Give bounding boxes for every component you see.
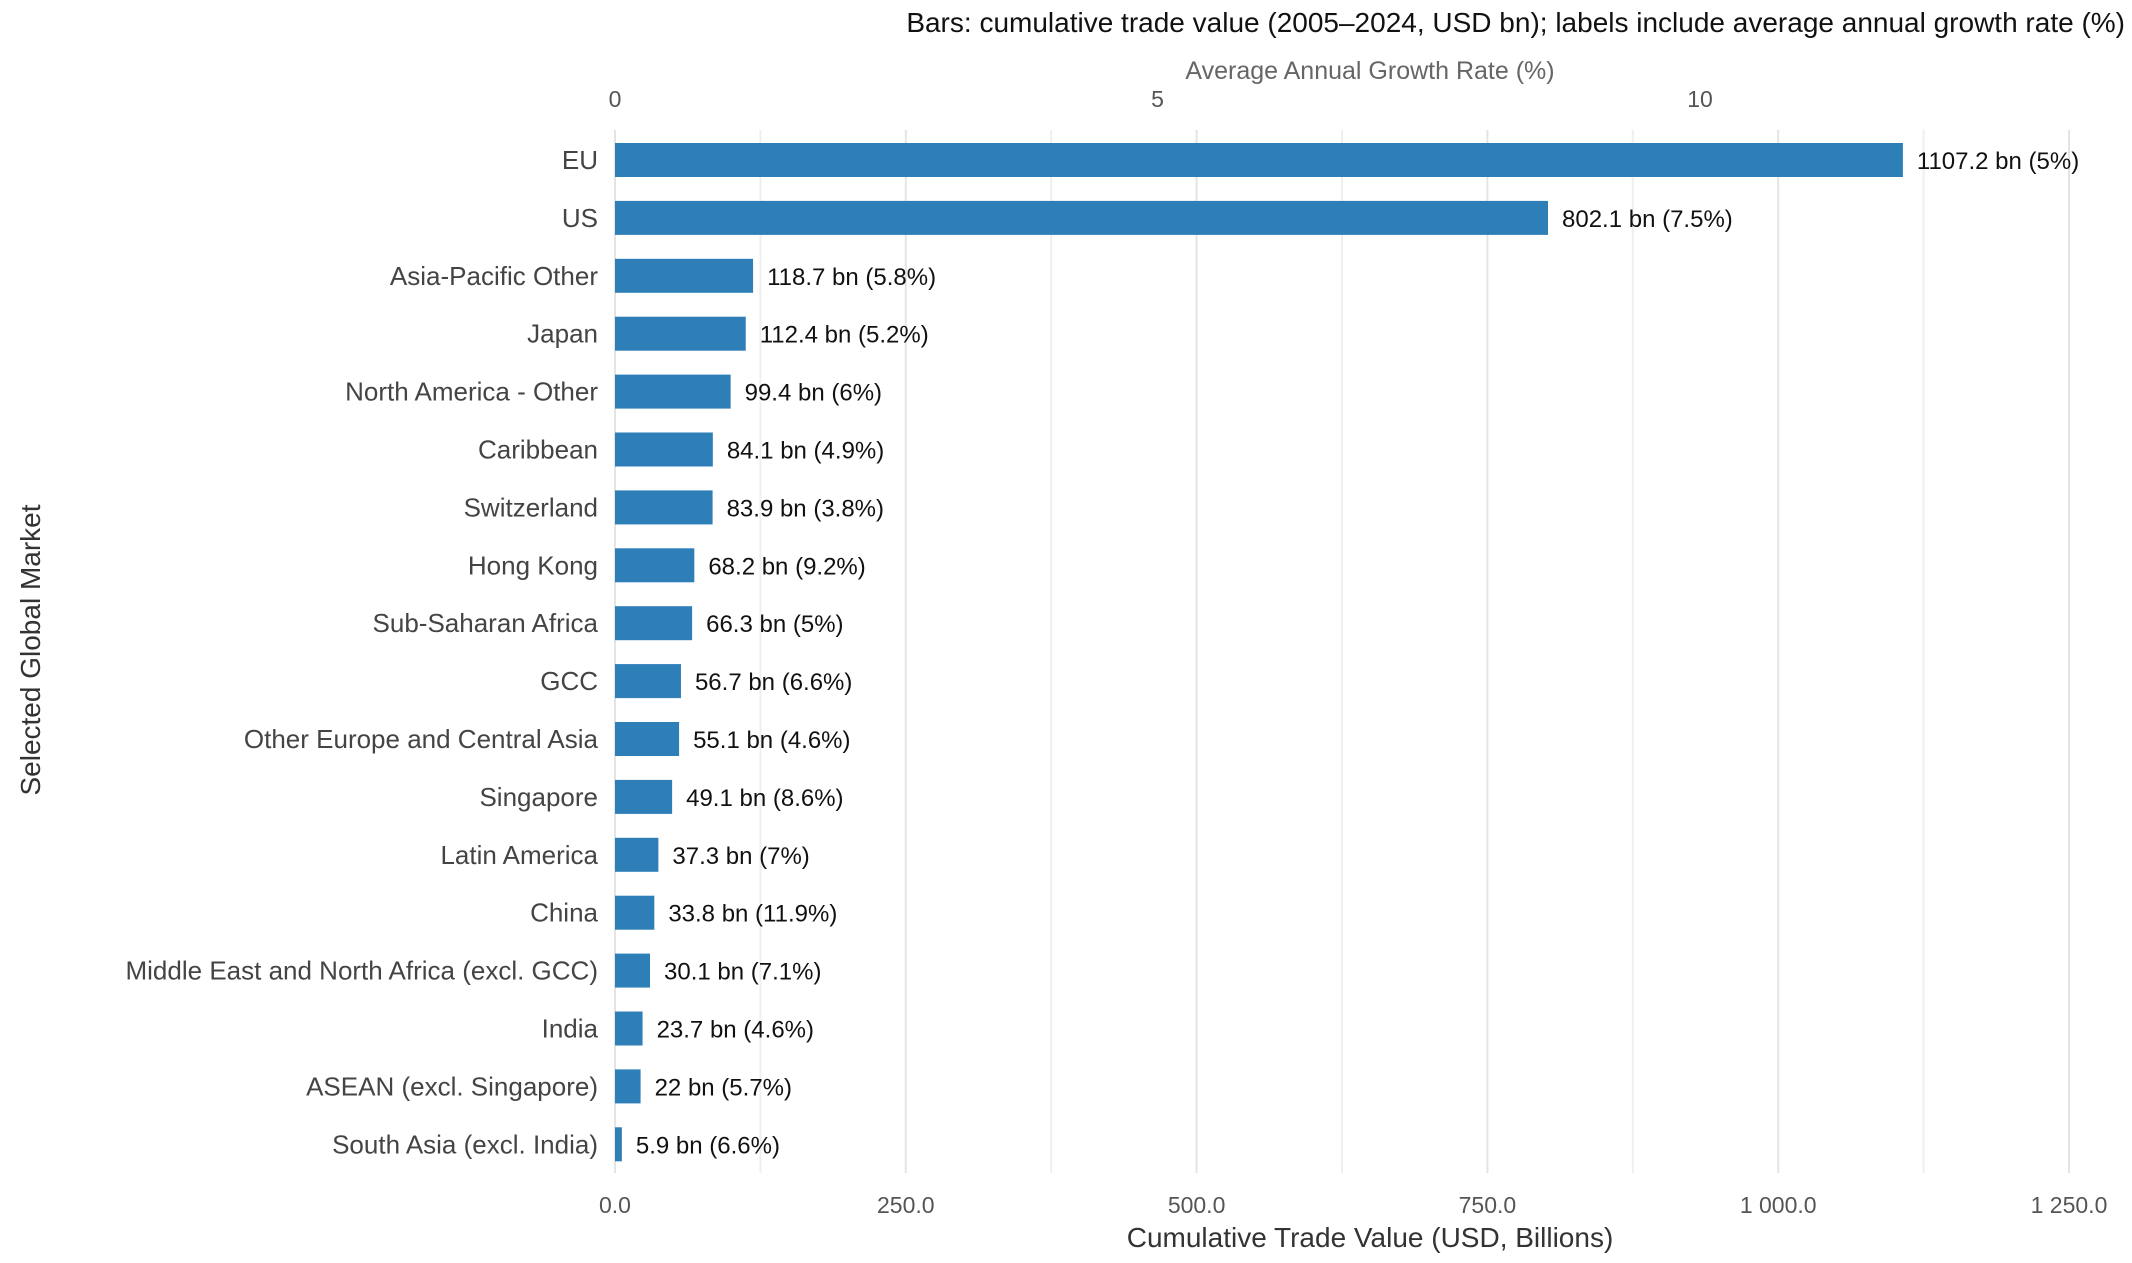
secondary-x-tick-label: 0: [609, 86, 622, 112]
bar: [615, 490, 713, 525]
chart-title: Bars: cumulative trade value (2005–2024,…: [906, 7, 2125, 38]
bar: [615, 258, 754, 293]
data-label: 112.4 bn (5.2%): [760, 322, 929, 349]
category-label: China: [530, 898, 598, 928]
category-label: Sub-Saharan Africa: [373, 608, 599, 638]
bar: [615, 432, 713, 467]
bars: [615, 143, 1903, 1162]
data-label: 83.9 bn (3.8%): [727, 495, 884, 522]
bar: [615, 374, 731, 409]
data-label: 22 bn (5.7%): [655, 1074, 792, 1101]
category-label: GCC: [540, 666, 598, 696]
x-tick-label: 250.0: [877, 1192, 935, 1218]
x-axis-title: Cumulative Trade Value (USD, Billions): [1127, 1222, 1614, 1253]
bar: [615, 1069, 641, 1104]
bar: [615, 895, 655, 930]
x-tick-label: 1 000.0: [1740, 1192, 1817, 1218]
data-label: 68.2 bn (9.2%): [708, 553, 865, 580]
category-label: Singapore: [479, 782, 598, 812]
bar: [615, 200, 1549, 235]
data-label: 802.1 bn (7.5%): [1562, 206, 1733, 233]
data-labels: 1107.2 bn (5%) 802.1 bn (7.5%) 118.7 bn (5…: [636, 148, 2079, 1159]
secondary-x-tick-label: 10: [1687, 86, 1713, 112]
bar: [615, 606, 693, 641]
bar: [615, 1011, 643, 1046]
data-label: 56.7 bn (6.6%): [695, 669, 852, 696]
data-label: 23.7 bn (4.6%): [657, 1017, 814, 1044]
data-label: 118.7 bn (5.8%): [767, 264, 936, 291]
category-label: Other Europe and Central Asia: [244, 724, 599, 754]
bar: [615, 548, 695, 583]
bar: [615, 953, 651, 988]
data-label: 1107.2 bn (5%): [1917, 148, 2079, 175]
category-label: Middle East and North Africa (excl. GCC): [126, 956, 599, 986]
data-label: 84.1 bn (4.9%): [727, 438, 884, 465]
data-label: 49.1 bn (8.6%): [686, 785, 843, 812]
bar: [615, 664, 681, 699]
gridlines: [614, 130, 2070, 1173]
y-axis-ticks: EU US Asia-Pacific Other Japan North America…: [126, 145, 599, 1159]
bar: [615, 1127, 622, 1162]
category-label: Switzerland: [464, 492, 598, 522]
category-label: Hong Kong: [468, 550, 598, 580]
data-label: 30.1 bn (7.1%): [664, 959, 821, 986]
data-label: 33.8 bn (11.9%): [668, 901, 837, 928]
data-label: 66.3 bn (5%): [706, 611, 843, 638]
bar: [615, 722, 680, 756]
data-label: 37.3 bn (7%): [672, 843, 809, 870]
bar: [615, 316, 746, 351]
data-label: 55.1 bn (4.6%): [693, 727, 850, 754]
x-axis-ticks: 0.0 250.0 500.0 750.0 1 000.0 1 250.0: [599, 1192, 2107, 1218]
x-tick-label: 1 250.0: [2031, 1192, 2108, 1218]
secondary-x-axis-ticks: 0 5 10: [609, 86, 1713, 112]
category-label: Latin America: [440, 840, 598, 870]
category-label: EU: [562, 145, 598, 175]
category-label: South Asia (excl. India): [332, 1129, 598, 1159]
category-label: ASEAN (excl. Singapore): [306, 1071, 598, 1101]
category-label: Asia-Pacific Other: [390, 261, 598, 291]
x-tick-label: 0.0: [599, 1192, 631, 1218]
category-label: Caribbean: [478, 435, 598, 465]
bar: [615, 837, 659, 872]
x-tick-label: 750.0: [1459, 1192, 1517, 1218]
category-label: North America - Other: [345, 377, 598, 407]
y-axis-title: Selected Global Market: [15, 504, 46, 795]
bar: [615, 779, 673, 814]
bar: [615, 143, 1903, 177]
secondary-x-tick-label: 5: [1151, 86, 1164, 112]
category-label: Japan: [527, 319, 598, 349]
data-label: 99.4 bn (6%): [745, 380, 882, 407]
x-tick-label: 500.0: [1168, 1192, 1226, 1218]
data-label: 5.9 bn (6.6%): [636, 1132, 780, 1159]
category-label: US: [562, 203, 598, 233]
secondary-x-axis-title: Average Annual Growth Rate (%): [1185, 57, 1554, 85]
category-label: India: [542, 1014, 599, 1044]
